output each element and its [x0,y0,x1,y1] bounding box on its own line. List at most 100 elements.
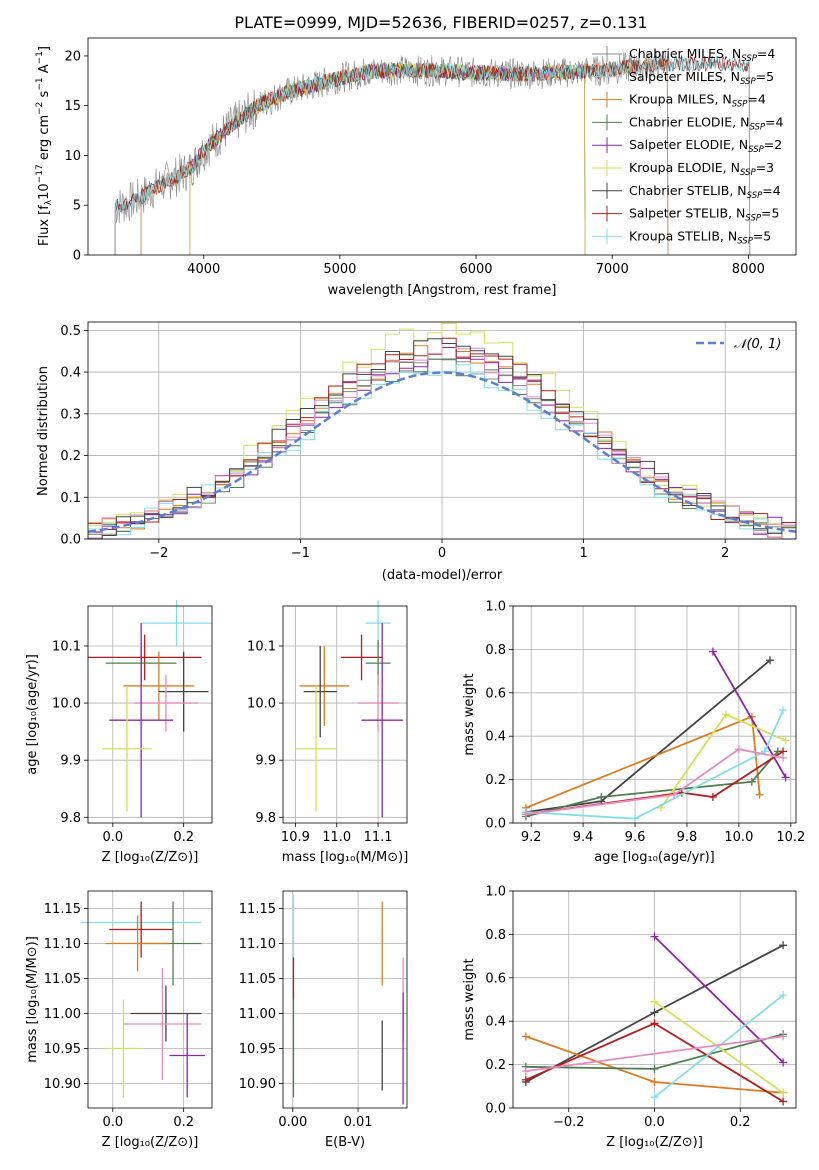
axes-frame [512,605,797,824]
x-tick-label: 9.2 [521,830,542,845]
y-tick-label: 20 [64,49,81,64]
y-tick-label: 11.10 [239,937,276,952]
residual-legend: 𝒩(0, 1) [696,337,781,352]
panel-xlabel: E(B-V) [325,1135,365,1150]
legend-label: Kroupa STELIB, NSSP=5 [629,228,771,246]
x-tick-label: 0.2 [730,1115,751,1130]
x-tick-label: −2 [149,546,168,561]
legend-label: Chabrier ELODIE, NSSP=4 [629,114,784,132]
panel-xlabel: mass [log₁₀(M/M⊙)] [282,850,409,865]
weight-series [525,750,779,818]
spectrum-legend: Chabrier MILES, NSSP=4 Salpeter MILES, NS… [592,46,784,246]
model-line [114,55,751,256]
y-tick-label: 11.10 [44,937,81,952]
x-tick-label: 11.0 [322,830,351,845]
y-tick-label: 9.9 [255,754,276,769]
panel-ylabel: mass weight [462,958,477,1040]
x-tick-label: 6000 [459,262,492,277]
panel-ylabel: mass weight [462,673,477,755]
age-vs-mass-panel: 10.9 11.0 11.1 9.8 9.9 10.0 10.1 mass [log₁₀(M/… [247,600,408,865]
legend-label: Salpeter ELODIE, NSSP=2 [629,137,782,155]
y-tick-label: 10.1 [52,639,81,654]
x-tick-label: 0.2 [173,830,194,845]
y-tick-label: 15 [64,99,81,114]
y-tick-label: 11.00 [44,1007,81,1022]
y-tick-label: 10.1 [247,639,276,654]
y-tick-label: 0.4 [485,730,506,745]
y-tick-label: 0.4 [60,366,81,381]
x-tick-label: 0.00 [278,1115,307,1130]
y-tick-label: 10.0 [247,697,276,712]
y-tick-label: 9.8 [60,811,81,826]
age-vs-metallicity-panel: 0.0 0.2 9.8 9.9 10.0 10.1 Z [log₁₀(Z/Z⊙)] age [… [25,600,213,865]
spectrum-xlabel: wavelength [Angstrom, rest frame] [328,283,557,298]
y-tick-label: 11.00 [239,1007,276,1022]
legend-label: Kroupa ELODIE, NSSP=3 [629,160,774,178]
legend-label: Chabrier MILES, NSSP=4 [629,46,775,64]
y-tick-label: 9.8 [255,811,276,826]
weight-series [525,709,784,820]
x-tick-label: 2 [721,546,729,561]
model-line [189,61,586,256]
x-tick-label: 0.0 [102,830,123,845]
y-tick-label: 10.95 [44,1042,81,1057]
panel-ylabel: age [log₁₀(age/yr)] [25,654,40,775]
x-tick-label: −0.2 [553,1115,585,1130]
weight-vs-metallicity-panel: −0.2 0.0 0.2 0.0 0.2 0.4 0.6 0.8 1.0 Z [log₁₀(Z/Z… [462,885,797,1150]
y-tick-label: 10.90 [44,1077,81,1092]
x-tick-label: 10.2 [776,830,805,845]
y-tick-label: 10 [64,149,81,164]
x-tick-label: 0.0 [102,1115,123,1130]
y-tick-label: 5 [73,199,81,214]
y-tick-label: 0.3 [60,407,81,422]
y-tick-label: 11.05 [44,972,81,987]
x-tick-label: 1 [579,546,587,561]
spectrum-axes: 4000 5000 6000 7000 8000 0 5 10 15 20 [64,37,797,277]
legend-label: Salpeter MILES, NSSP=5 [629,69,774,87]
spectrum-ylabel: Flux [fλ10−17 erg cm−2 s−1 A−1] [35,46,54,246]
y-tick-label: 0.1 [60,491,81,506]
histogram-series [88,322,796,534]
y-tick-label: 0.8 [485,928,506,943]
y-tick-label: 0.0 [485,1102,506,1117]
y-tick-label: 0.0 [485,817,506,832]
x-tick-label: −1 [291,546,310,561]
y-tick-label: 0.2 [60,449,81,464]
axes-frame [282,605,408,824]
y-tick-label: 0.6 [485,971,506,986]
weight-series [653,994,784,1098]
model-line [140,56,669,256]
legend-label: Chabrier STELIB, NSSP=4 [629,183,781,201]
y-tick-label: 11.15 [239,902,276,917]
panel-ylabel: mass [log₁₀(M/M⊙)] [25,936,40,1063]
legend-label: 𝒩(0, 1) [734,337,781,352]
x-tick-label: 8000 [732,262,765,277]
x-tick-label: 7000 [596,262,629,277]
panel-xlabel: Z [log₁₀(Z/Z⊙)] [102,850,199,865]
axes-frame [87,37,797,256]
y-tick-label: 0.0 [60,533,81,548]
y-tick-label: 0.8 [485,643,506,658]
model-line [114,54,751,256]
x-tick-label: 9.6 [625,830,646,845]
y-tick-label: 1.0 [485,885,506,900]
x-tick-label: 9.8 [677,830,698,845]
x-tick-label: 5000 [323,262,356,277]
figure-title: PLATE=0999, MJD=52636, FIBERID=0257, z=0… [234,13,647,32]
x-tick-label: 0.01 [344,1115,373,1130]
x-tick-label: 0 [438,546,446,561]
gaussian-curve [87,371,797,533]
observed-spectrum [114,50,669,224]
weight-series [525,715,761,809]
x-tick-label: 10.9 [281,830,310,845]
y-tick-label: 1.0 [485,600,506,615]
y-tick-label: 0.2 [485,773,506,788]
model-line [140,56,669,256]
y-tick-label: 11.15 [44,902,81,917]
weight-vs-age-panel: 9.2 9.4 9.6 9.8 10.0 10.2 0.0 0.2 0.4 0.6 0.8 1.0 ag… [462,600,805,866]
x-tick-label: 9.4 [573,830,594,845]
x-tick-label: 0.2 [173,1115,194,1130]
axes-frame [87,890,213,1109]
x-tick-label: 4000 [187,262,220,277]
